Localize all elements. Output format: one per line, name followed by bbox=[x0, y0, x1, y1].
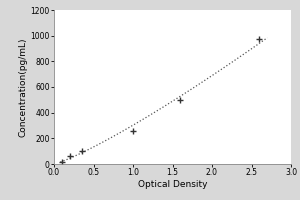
Y-axis label: Concentration(pg/mL): Concentration(pg/mL) bbox=[19, 37, 28, 137]
X-axis label: Optical Density: Optical Density bbox=[138, 180, 207, 189]
